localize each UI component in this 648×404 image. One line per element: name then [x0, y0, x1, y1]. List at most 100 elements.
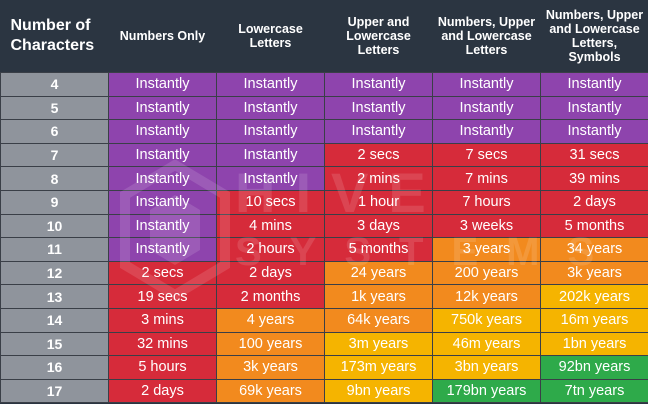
crack-time-cell: Instantly [108, 189, 217, 215]
crack-time-cell: Instantly [324, 119, 433, 144]
crack-time-cell: 750k years [432, 307, 541, 333]
crack-time-cell: 7tn years [540, 378, 648, 404]
row-character-count: 10 [0, 213, 109, 239]
crack-time-cell: 3bn years [432, 355, 541, 380]
table-row: 16 5 hours 3k years 173m years 3bn years 92bn… [0, 355, 648, 380]
crack-time-cell: 9bn years [324, 378, 433, 404]
table-row: 12 2 secs 2 days 24 years 200 years 3k years [0, 260, 648, 286]
crack-time-cell: Instantly [432, 72, 541, 97]
crack-time-cell: Instantly [216, 119, 325, 144]
row-character-count: 12 [0, 260, 109, 286]
crack-time-cell: Instantly [324, 95, 433, 121]
header-lowercase-letters: Lowercase Letters [216, 0, 325, 73]
crack-time-cell: 19 secs [108, 284, 217, 309]
table-row: 7 Instantly Instantly 2 secs 7 secs 31 secs [0, 142, 648, 168]
crack-time-cell: 46m years [432, 331, 541, 357]
row-character-count: 15 [0, 331, 109, 357]
row-character-count: 9 [0, 189, 109, 215]
crack-time-cell: 7 mins [432, 166, 541, 191]
crack-time-cell: 31 secs [540, 142, 648, 168]
crack-time-cell: Instantly [216, 166, 325, 191]
crack-time-cell: 3k years [540, 260, 648, 286]
crack-time-cell: Instantly [216, 72, 325, 97]
crack-time-cell: 69k years [216, 378, 325, 404]
crack-time-cell: 1k years [324, 284, 433, 309]
crack-time-cell: Instantly [324, 72, 433, 97]
crack-time-cell: 2 secs [324, 142, 433, 168]
crack-time-cell: 3m years [324, 331, 433, 357]
crack-time-cell: Instantly [108, 166, 217, 191]
crack-time-cell: 1 hour [324, 189, 433, 215]
crack-time-cell: Instantly [108, 72, 217, 97]
crack-time-cell: 10 secs [216, 189, 325, 215]
header-number-of-characters: Number of Characters [0, 0, 109, 73]
crack-time-cell: 24 years [324, 260, 433, 286]
crack-time-cell: 3 days [324, 213, 433, 239]
row-character-count: 13 [0, 284, 109, 309]
table-row: 9 Instantly 10 secs 1 hour 7 hours 2 days [0, 189, 648, 215]
crack-time-cell: 5 months [324, 237, 433, 262]
table-row: 11 Instantly 2 hours 5 months 3 years 34 year… [0, 237, 648, 262]
crack-time-cell: 173m years [324, 355, 433, 380]
crack-time-cell: 3 years [432, 237, 541, 262]
table-row: 14 3 mins 4 years 64k years 750k years 16m ye… [0, 307, 648, 333]
table-row: 5 Instantly Instantly Instantly Instantly Ins… [0, 95, 648, 121]
crack-time-cell: 179bn years [432, 378, 541, 404]
crack-time-cell: Instantly [216, 142, 325, 168]
crack-time-cell: 34 years [540, 237, 648, 262]
row-character-count: 11 [0, 237, 109, 262]
crack-time-cell: 200 years [432, 260, 541, 286]
crack-time-cell: 3k years [216, 355, 325, 380]
crack-time-cell: 92bn years [540, 355, 648, 380]
crack-time-cell: 2 hours [216, 237, 325, 262]
crack-time-cell: 3 mins [108, 307, 217, 333]
row-character-count: 17 [0, 378, 109, 404]
crack-time-cell: 39 mins [540, 166, 648, 191]
crack-time-cell: 202k years [540, 284, 648, 309]
header-numbers-upper-lower-symbols: Numbers, Upper and Lowercase Letters, Sy… [540, 0, 648, 73]
row-character-count: 8 [0, 166, 109, 191]
crack-time-cell: 2 secs [108, 260, 217, 286]
crack-time-cell: 16m years [540, 307, 648, 333]
crack-time-cell: Instantly [108, 213, 217, 239]
header-row: Number of Characters Numbers Only Lowerc… [0, 0, 648, 73]
table-row: 6 Instantly Instantly Instantly Instantly Ins… [0, 119, 648, 144]
crack-time-cell: Instantly [540, 95, 648, 121]
crack-time-cell: 7 hours [432, 189, 541, 215]
table-row: 10 Instantly 4 mins 3 days 3 weeks 5 months [0, 213, 648, 239]
table-row: 4 Instantly Instantly Instantly Instantly Ins… [0, 72, 648, 97]
crack-time-cell: 5 months [540, 213, 648, 239]
row-character-count: 16 [0, 355, 109, 380]
crack-time-cell: 2 mins [324, 166, 433, 191]
crack-time-cell: 7 secs [432, 142, 541, 168]
crack-time-cell: Instantly [108, 142, 217, 168]
row-character-count: 7 [0, 142, 109, 168]
row-character-count: 5 [0, 95, 109, 121]
table-row: 13 19 secs 2 months 1k years 12k years 202k y… [0, 284, 648, 309]
header-numbers-only: Numbers Only [108, 0, 217, 73]
header-upper-and-lowercase: Upper and Lowercase Letters [324, 0, 433, 73]
crack-time-cell: 1bn years [540, 331, 648, 357]
table-row: 15 32 mins 100 years 3m years 46m years 1bn y… [0, 331, 648, 357]
crack-time-cell: 64k years [324, 307, 433, 333]
crack-time-cell: Instantly [108, 95, 217, 121]
crack-time-cell: Instantly [108, 119, 217, 144]
crack-time-cell: 2 days [540, 189, 648, 215]
crack-time-cell: 12k years [432, 284, 541, 309]
crack-time-cell: 4 years [216, 307, 325, 333]
header-numbers-upper-lower: Numbers, Upper and Lowercase Letters [432, 0, 541, 73]
crack-time-cell: 2 days [216, 260, 325, 286]
crack-time-cell: 4 mins [216, 213, 325, 239]
crack-time-cell: 3 weeks [432, 213, 541, 239]
crack-time-cell: Instantly [108, 237, 217, 262]
row-character-count: 4 [0, 72, 109, 97]
crack-time-cell: Instantly [540, 72, 648, 97]
crack-time-cell: Instantly [432, 95, 541, 121]
crack-time-cell: 32 mins [108, 331, 217, 357]
table-row: 8 Instantly Instantly 2 mins 7 mins 39 mins [0, 166, 648, 191]
crack-time-cell: 2 months [216, 284, 325, 309]
row-character-count: 6 [0, 119, 109, 144]
row-character-count: 14 [0, 307, 109, 333]
